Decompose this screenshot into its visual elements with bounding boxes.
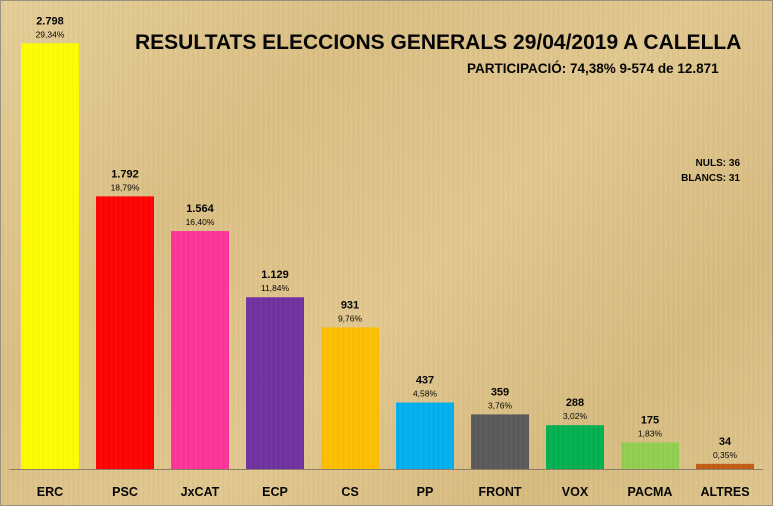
bar-jxcat (171, 231, 229, 469)
category-label-psc: PSC (112, 485, 138, 499)
category-label-jxcat: JxCAT (181, 485, 220, 499)
bar-pacma (621, 442, 679, 469)
percent-label-pacma: 1,83% (638, 428, 663, 438)
value-label-erc: 2.798 (36, 15, 64, 27)
blancs-annotation: BLANCS: 31 (681, 173, 740, 184)
category-label-altres: ALTRES (700, 485, 749, 499)
category-label-erc: ERC (37, 485, 63, 499)
nuls-annotation: NULS: 36 (695, 158, 740, 169)
percent-label-pp: 4,58% (413, 389, 438, 399)
category-label-vox: VOX (562, 485, 589, 499)
bar-front (471, 414, 529, 469)
category-label-pp: PP (417, 485, 434, 499)
bar-ecp (246, 297, 304, 469)
value-label-ecp: 1.129 (261, 269, 289, 281)
value-label-altres: 34 (719, 436, 732, 448)
value-label-jxcat: 1.564 (186, 203, 214, 215)
percent-label-vox: 3,02% (563, 411, 588, 421)
bar-cs (321, 327, 379, 469)
percent-label-jxcat: 16,40% (186, 217, 215, 227)
bar-altres (696, 463, 754, 469)
chart-title: RESULTATS ELECCIONS GENERALS 29/04/2019 … (135, 31, 742, 54)
value-label-pp: 437 (416, 375, 434, 387)
percent-label-altres: 0,35% (713, 450, 738, 460)
value-label-pacma: 175 (641, 414, 659, 426)
bar-erc (21, 43, 79, 469)
category-label-pacma: PACMA (628, 485, 673, 499)
value-label-vox: 288 (566, 397, 584, 409)
value-label-psc: 1.792 (111, 168, 139, 180)
percent-label-cs: 9,76% (338, 313, 363, 323)
value-label-cs: 931 (341, 299, 359, 311)
percent-label-front: 3,76% (488, 400, 513, 410)
value-label-front: 359 (491, 386, 509, 398)
category-label-cs: CS (341, 485, 358, 499)
bar-pp (396, 402, 454, 469)
bar-vox (546, 425, 604, 469)
bar-psc (96, 196, 154, 470)
percent-label-ecp: 11,84% (261, 283, 290, 293)
category-label-front: FRONT (478, 485, 521, 499)
percent-label-psc: 18,79% (111, 182, 140, 192)
percent-label-erc: 29,34% (36, 29, 65, 39)
category-label-ecp: ECP (262, 485, 288, 499)
chart-subtitle: PARTICIPACIÓ: 74,38% 9-574 de 12.871 (467, 61, 719, 76)
